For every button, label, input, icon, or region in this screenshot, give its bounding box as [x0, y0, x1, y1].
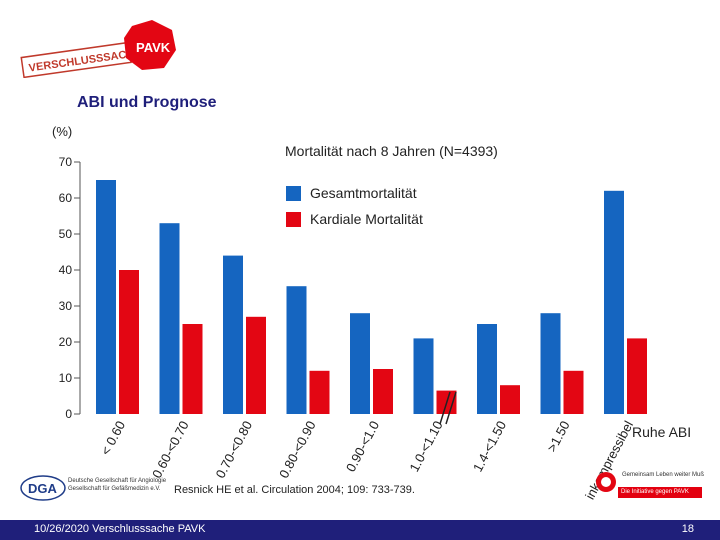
x-category-label: >1.50: [544, 418, 573, 454]
x-category-label: 0.90-<1.0: [343, 418, 382, 474]
legend-item-cardiac: Kardiale Mortalität: [286, 206, 423, 232]
footer-bar: 10/26/2020 Verschlusssache PAVK 18: [0, 520, 720, 540]
bar-cardiac: [500, 385, 520, 414]
bar-total: [159, 223, 180, 414]
citation: Resnick HE et al. Circulation 2004; 109:…: [174, 484, 415, 496]
y-tick-label: 60: [59, 191, 73, 205]
y-tick-label: 70: [59, 155, 73, 169]
x-category-label: 0.80-<0.90: [276, 418, 319, 480]
dga-logo: DGA: [20, 474, 66, 507]
initiative-line-2: Die Initiative gegen PAVK: [618, 487, 702, 498]
bar-total: [477, 324, 497, 414]
bar-cardiac: [119, 270, 139, 414]
legend-label-total: Gesamtmortalität: [310, 185, 417, 201]
legend-swatch-cardiac: [286, 211, 301, 227]
x-category-label: 0.70-<0.80: [213, 418, 256, 480]
y-tick-label: 30: [59, 299, 73, 313]
y-tick-label: 10: [59, 371, 73, 385]
dga-logo-text: DGA: [28, 481, 58, 496]
legend-label-cardiac: Kardiale Mortalität: [310, 211, 423, 227]
bar-total: [540, 313, 561, 414]
y-tick-label: 40: [59, 263, 73, 277]
bar-total: [96, 180, 116, 414]
legend-item-total: Gesamtmortalität: [286, 180, 423, 206]
bar-total: [413, 338, 434, 414]
y-tick-label: 50: [59, 227, 73, 241]
slide-title: ABI und Prognose: [77, 94, 217, 111]
chart-legend: Gesamtmortalität Kardiale Mortalität: [286, 180, 423, 232]
y-axis-unit: (%): [52, 124, 73, 139]
chart-subtitle: Mortalität nach 8 Jahren (N=4393): [285, 143, 498, 159]
bar-cardiac: [563, 370, 584, 414]
bar-cardiac: [373, 369, 393, 414]
initiative-line-1: Gemeinsam Leben weiter Muß: [622, 472, 705, 478]
logo-graphic: VERSCHLUSSSACHE PAVK: [20, 20, 176, 79]
initiative-logo: [594, 470, 618, 499]
bar-cardiac: [182, 324, 203, 414]
footer-date: 10/26/2020 Verschlusssache PAVK: [34, 523, 206, 535]
bar-total: [223, 255, 243, 414]
verschlusssache-logo: VERSCHLUSSSACHE PAVK: [20, 18, 180, 83]
y-tick-label: 20: [59, 335, 73, 349]
legend-swatch-total: [286, 185, 301, 201]
axis-break-mark: [445, 391, 457, 425]
x-category-label: 0.60-<0.70: [149, 418, 192, 480]
x-axis-side-label: Ruhe ABI: [632, 424, 692, 440]
logo-badge-text: PAVK: [136, 40, 171, 55]
bar-total: [604, 190, 624, 414]
dga-logo-graphic: DGA: [20, 475, 66, 501]
bar-total: [286, 286, 307, 414]
y-tick-label: 0: [65, 407, 72, 421]
initiative-logo-icon: [596, 472, 616, 492]
bar-cardiac: [627, 338, 647, 414]
axis-break-mark: [439, 391, 451, 425]
dga-org-name: Deutsche Gesellschaft für Angiologie Ges…: [68, 478, 167, 492]
x-category-label: 1.0-<1.10: [406, 418, 445, 474]
page-number: 18: [681, 523, 694, 535]
bar-cardiac: [309, 370, 330, 414]
x-category-label: 1.4-<1.50: [470, 418, 509, 474]
x-category-label: < 0.60: [98, 418, 128, 457]
bar-cardiac: [246, 316, 266, 414]
bar-total: [350, 313, 370, 414]
